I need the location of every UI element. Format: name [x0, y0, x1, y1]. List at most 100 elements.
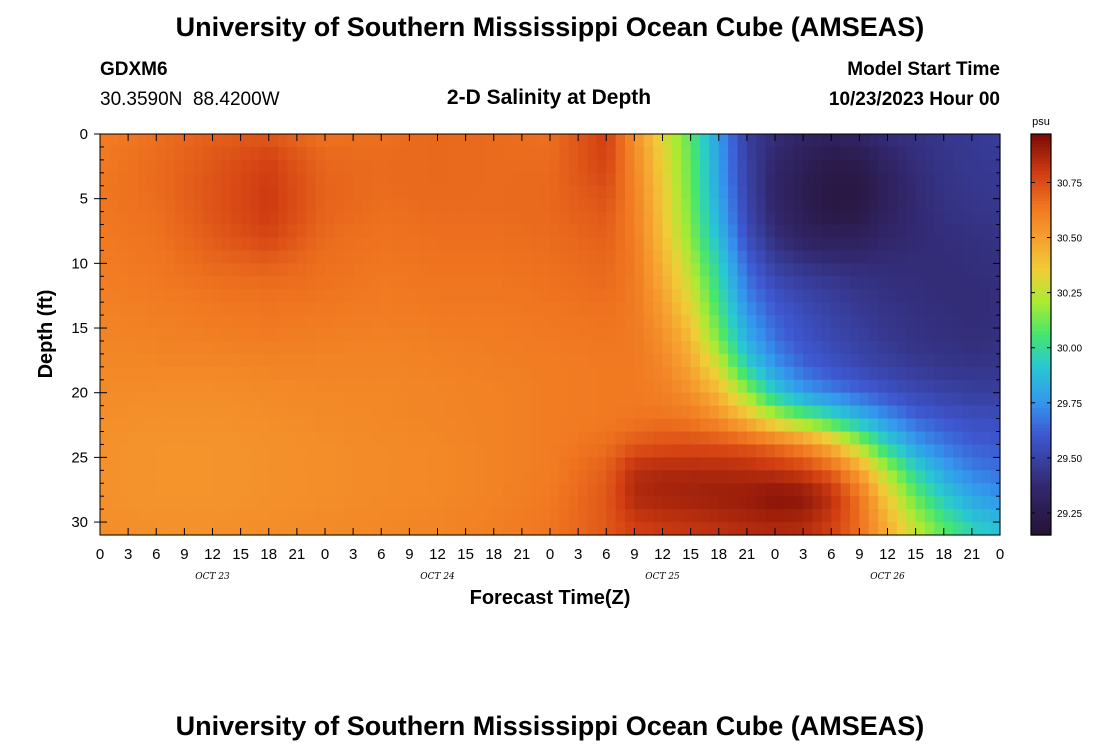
heatmap-cell [250, 470, 260, 484]
heatmap-cell [362, 159, 373, 174]
heatmap-cell [700, 457, 710, 471]
heatmap-cell [878, 289, 889, 303]
heatmap-cell [268, 315, 279, 329]
colorbar-segment [1031, 210, 1051, 215]
heatmap-cell [559, 289, 570, 303]
heatmap-cell [803, 302, 814, 316]
page-title: University of Southern Mississippi Ocean… [176, 12, 925, 42]
heatmap-cell [362, 185, 373, 200]
heatmap-cell [334, 263, 345, 277]
model-start-value: 10/23/2023 Hour 00 [829, 89, 1000, 110]
heatmap-cell [943, 185, 954, 200]
heatmap-cell [381, 431, 392, 446]
heatmap-cell [493, 146, 504, 161]
heatmap-cell [990, 457, 1001, 471]
heatmap-cell [728, 224, 739, 239]
heatmap-cell [578, 522, 589, 536]
heatmap-cell [971, 340, 982, 355]
heatmap-cell [793, 172, 804, 187]
heatmap-cell [831, 211, 842, 226]
heatmap-cell [896, 496, 907, 510]
heatmap-cell [925, 379, 935, 394]
heatmap-cell [118, 431, 129, 446]
heatmap-cell [465, 418, 476, 433]
heatmap-cell [887, 328, 898, 342]
heatmap-cell [118, 224, 129, 239]
heatmap-cell [812, 146, 823, 161]
heatmap-cell [934, 302, 945, 316]
heatmap-cell [653, 172, 664, 187]
heatmap-cell [559, 431, 570, 446]
heatmap-cell [100, 379, 110, 394]
heatmap-cell [878, 224, 889, 239]
heatmap-cell [878, 353, 889, 368]
heatmap-cell [175, 289, 185, 303]
heatmap-cell [831, 224, 842, 239]
heatmap-cell [259, 522, 270, 536]
heatmap-cell [343, 366, 354, 381]
heatmap-cell [296, 483, 307, 497]
heatmap-cell [540, 211, 551, 226]
heatmap-cell [906, 237, 917, 252]
heatmap-cell [859, 172, 870, 187]
heatmap-cell [193, 315, 204, 329]
heatmap-cell [578, 509, 589, 523]
heatmap-cell [831, 483, 842, 497]
heatmap-cell [840, 366, 851, 381]
heatmap-cell [418, 302, 429, 316]
heatmap-cell [278, 172, 289, 187]
heatmap-cell [184, 159, 195, 174]
heatmap-cell [503, 470, 514, 484]
heatmap-cell [503, 211, 514, 226]
heatmap-cell [953, 496, 964, 510]
heatmap-cell [325, 457, 335, 471]
heatmap-cell [381, 172, 392, 187]
heatmap-cell [390, 263, 401, 277]
heatmap-cell [634, 340, 645, 355]
heatmap-cell [400, 276, 410, 290]
heatmap-cell [596, 353, 607, 368]
heatmap-cell [465, 198, 476, 213]
heatmap-cell [906, 250, 917, 264]
heatmap-cell [690, 172, 701, 187]
heatmap-cell [371, 379, 382, 394]
heatmap-cell [859, 405, 870, 420]
heatmap-cell [728, 483, 739, 497]
heatmap-cell [212, 250, 223, 264]
heatmap-cell [221, 379, 232, 394]
heatmap-cell [803, 237, 814, 252]
heatmap-cell [334, 302, 345, 316]
heatmap-cell [896, 185, 907, 200]
heatmap-cell [184, 146, 195, 161]
heatmap-cell [859, 418, 870, 433]
heatmap-cell [662, 431, 673, 446]
heatmap-cell [953, 276, 964, 290]
heatmap-cell [971, 302, 982, 316]
heatmap-cell [662, 263, 673, 277]
heatmap-cell [212, 353, 223, 368]
heatmap-cell [437, 379, 448, 394]
heatmap-cell [671, 418, 682, 433]
heatmap-cell [315, 211, 326, 226]
heatmap-cell [212, 237, 223, 252]
heatmap-cell [953, 353, 964, 368]
heatmap-cell [868, 405, 879, 420]
heatmap-cell [615, 470, 626, 484]
heatmap-cell [362, 302, 373, 316]
heatmap-cell [156, 340, 167, 355]
heatmap-cell [803, 185, 814, 200]
heatmap-cell [915, 185, 926, 200]
heatmap-cell [634, 276, 645, 290]
heatmap-cell [906, 315, 917, 329]
heatmap-cell [465, 470, 476, 484]
heatmap-cell [737, 134, 748, 148]
heatmap-cell [362, 224, 373, 239]
heatmap-cell [325, 289, 335, 303]
heatmap-cell [109, 470, 120, 484]
heatmap-cell [540, 276, 551, 290]
heatmap-cell [925, 418, 935, 433]
heatmap-cell [550, 392, 560, 407]
colorbar-segment [1031, 294, 1051, 299]
heatmap-cell [700, 431, 710, 446]
heatmap-cell [615, 211, 626, 226]
